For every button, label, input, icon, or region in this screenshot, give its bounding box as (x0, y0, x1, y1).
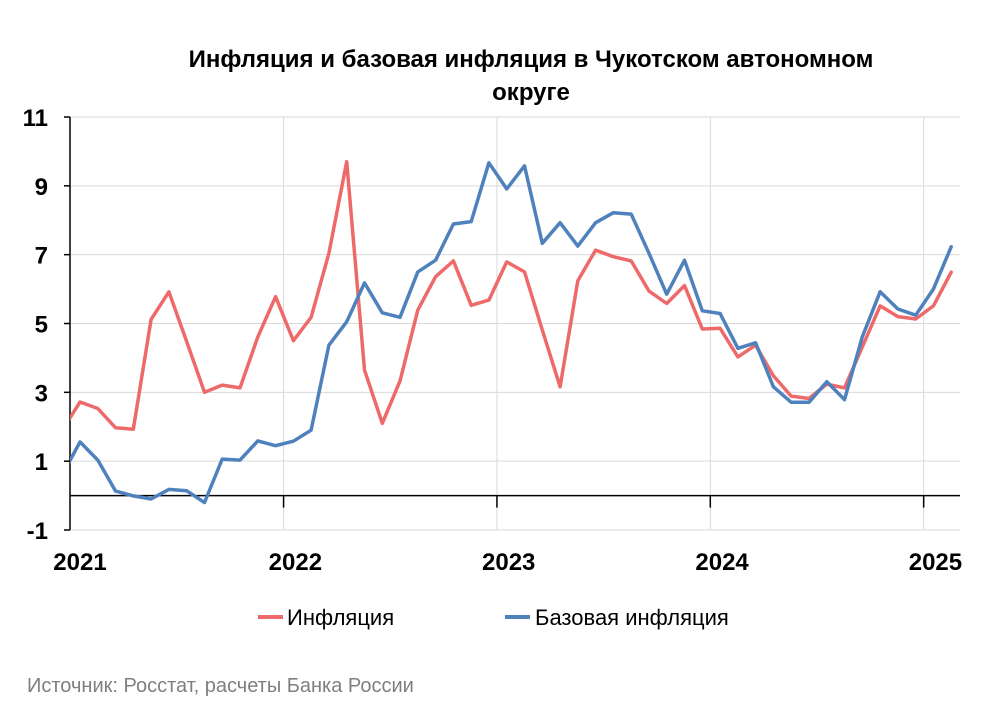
x-tick-label: 2024 (695, 549, 749, 576)
inflation-line (70, 159, 953, 431)
y-tick-label: -1 (27, 518, 48, 545)
chart-title-line-2: округе (492, 79, 570, 106)
legend-label-core-inflation: Базовая инфляция (535, 605, 729, 630)
y-tick-labels: -1 1 3 5 7 9 11 (23, 105, 48, 545)
gridlines (70, 116, 960, 531)
x-tick-label: 2025 (909, 549, 962, 576)
legend: Инфляция Базовая инфляция (258, 605, 729, 630)
y-tick-label: 5 (35, 312, 48, 339)
y-tick-label: 11 (23, 105, 48, 132)
y-tick-label: 3 (35, 380, 48, 407)
core-inflation-line (70, 161, 953, 505)
x-tick-label: 2022 (269, 549, 322, 576)
y-tick-label: 9 (35, 174, 48, 201)
y-tick-label: 7 (35, 243, 48, 270)
x-tick-labels: 2021 2022 2023 2024 2025 (53, 549, 962, 576)
series-lines (70, 159, 953, 505)
y-tick-label: 1 (35, 449, 48, 476)
legend-label-inflation: Инфляция (287, 605, 394, 630)
x-tick-label: 2021 (53, 549, 106, 576)
x-tick-label: 2023 (482, 549, 535, 576)
source-note: Источник: Росстат, расчеты Банка России (27, 675, 414, 697)
chart-title-line-1: Инфляция и базовая инфляция в Чукотском … (189, 46, 874, 73)
